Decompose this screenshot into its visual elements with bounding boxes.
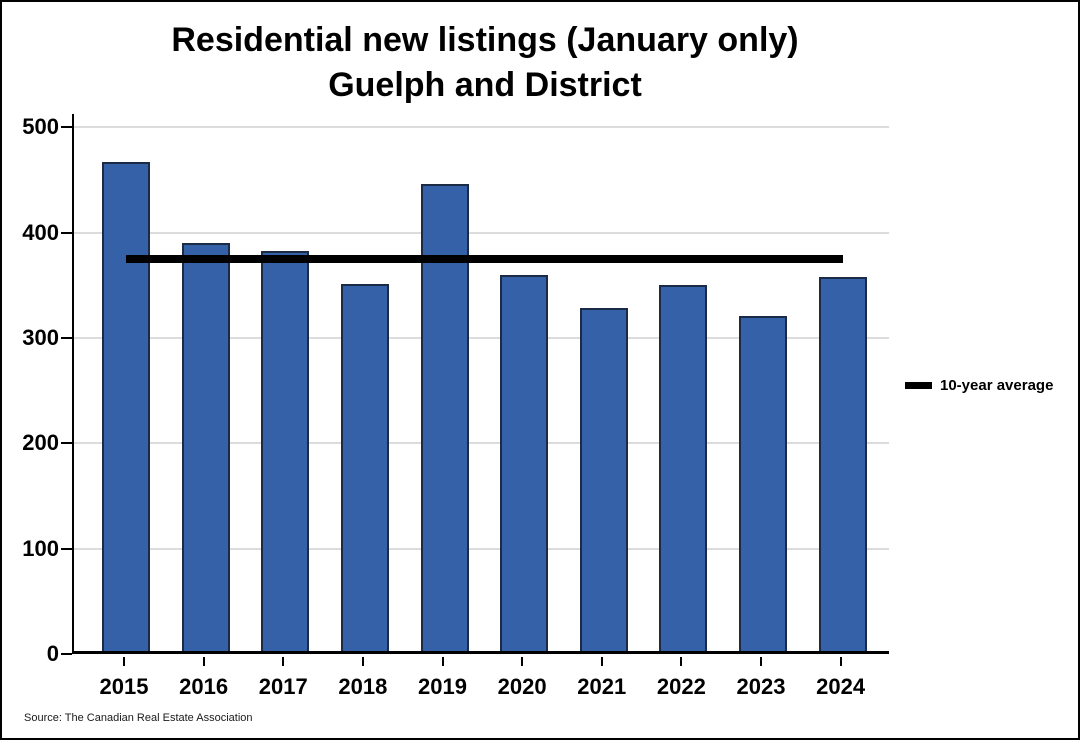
x-axis-tick-2023 (760, 657, 763, 666)
x-axis-label-2016: 2016 (179, 674, 229, 699)
x-axis-label-2019: 2019 (418, 674, 467, 699)
y-axis-label-400: 400 (22, 219, 59, 245)
legend-label: 10-year average (940, 377, 1054, 394)
x-axis-tick-2021 (600, 657, 603, 666)
x-axis-tick-2024 (839, 657, 842, 666)
bar-2018 (340, 284, 389, 651)
y-axis-tick-500 (61, 126, 72, 129)
bar-2020 (500, 274, 549, 651)
x-axis-tick-2016 (202, 657, 205, 666)
x-axis-label-2024: 2024 (816, 674, 866, 699)
bar-2015 (102, 162, 150, 651)
x-axis-label-2015: 2015 (99, 674, 149, 699)
y-axis-tick-300 (61, 336, 72, 339)
bar-2021 (579, 308, 628, 651)
x-axis-tick-2019 (441, 657, 444, 666)
plot-area (72, 114, 889, 654)
y-axis-tick-400 (61, 231, 72, 234)
x-axis-label-2021: 2021 (577, 674, 627, 699)
x-axis-tick-2022 (680, 657, 683, 666)
legend: 10-year average (905, 376, 1053, 395)
gridline-300 (74, 336, 889, 339)
source-note: Source: The Canadian Real Estate Associa… (24, 712, 253, 724)
average-line-swatch-icon (905, 382, 932, 389)
x-axis-tick-2017 (282, 657, 285, 666)
y-axis-label-200: 200 (22, 430, 59, 456)
ten-year-average-line (126, 254, 843, 263)
x-axis-label-2020: 2020 (497, 674, 547, 699)
x-axis-label-2018: 2018 (338, 674, 388, 699)
x-axis-tick-2015 (123, 657, 125, 666)
y-axis-tick-200 (61, 442, 72, 445)
bar-2022 (659, 285, 708, 651)
bar-2016 (181, 243, 230, 651)
y-axis-label-300: 300 (22, 324, 59, 350)
x-axis-label-2022: 2022 (656, 674, 706, 699)
y-axis-label-100: 100 (22, 535, 59, 561)
bar-2023 (739, 315, 788, 651)
y-axis-tick-0 (61, 653, 72, 655)
chart-title-line-2: Guelph and District (328, 65, 642, 104)
x-axis-label-2023: 2023 (736, 674, 786, 699)
y-axis-tick-100 (61, 547, 72, 550)
gridline-500 (74, 126, 889, 129)
chart-title: Residential new listings (January only) … (2, 18, 968, 108)
x-axis-tick-2020 (521, 657, 524, 666)
gridline-100 (74, 547, 889, 550)
chart-title-line-1: Residential new listings (January only) (171, 21, 799, 59)
bar-2017 (261, 250, 310, 651)
gridline-400 (74, 231, 889, 234)
gridline-200 (74, 442, 889, 445)
x-axis-tick-2018 (361, 657, 364, 666)
y-axis-label-0: 0 (46, 641, 59, 666)
bar-2024 (818, 276, 867, 651)
x-axis-label-2017: 2017 (258, 674, 308, 699)
y-axis-label-500: 500 (22, 114, 59, 140)
